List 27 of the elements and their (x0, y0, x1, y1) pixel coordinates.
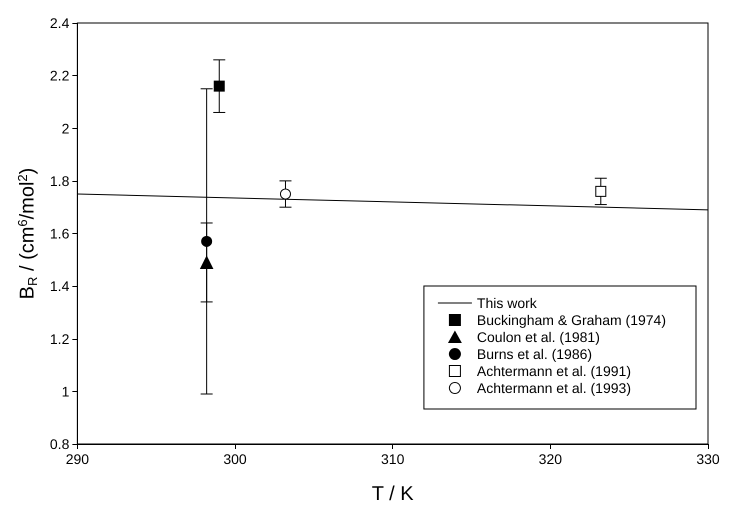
x-tick-label: 320 (538, 451, 562, 467)
y-tick-label: 1.2 (50, 330, 70, 347)
x-tick-label: 300 (223, 451, 247, 467)
point (201, 236, 212, 247)
y-tick-label: 1.6 (50, 226, 70, 242)
y-tick-label: 1.4 (50, 278, 70, 294)
y-tick-label: 2.4 (50, 15, 70, 31)
point (280, 188, 291, 200)
legend-label: This work (476, 295, 538, 311)
y-tick-label: 2 (62, 120, 70, 136)
point (214, 80, 225, 92)
y-tick-label: 0.8 (50, 436, 70, 452)
y-axis-title: BR / (cm6/mol2) (15, 168, 40, 300)
y-tick-label: 1.8 (50, 172, 70, 189)
legend-label: Burns et al. (1986) (476, 346, 592, 362)
legend-label: Buckingham & Graham (1974) (476, 312, 666, 328)
x-tick-label: 330 (696, 451, 720, 467)
y-tick-label: 2.2 (50, 68, 70, 84)
point (595, 186, 606, 197)
legend-label: Coulon et al. (1981) (476, 329, 600, 345)
x-tick-label: 290 (66, 451, 90, 467)
legend-label: Achtermann et al. (1993) (476, 380, 632, 396)
legend-label: Achtermann et al. (1991) (476, 363, 632, 379)
x-axis-title: T / K (372, 483, 414, 505)
x-tick-label: 310 (381, 451, 405, 467)
point (200, 256, 214, 269)
y-tick-label: 1 (62, 383, 70, 400)
